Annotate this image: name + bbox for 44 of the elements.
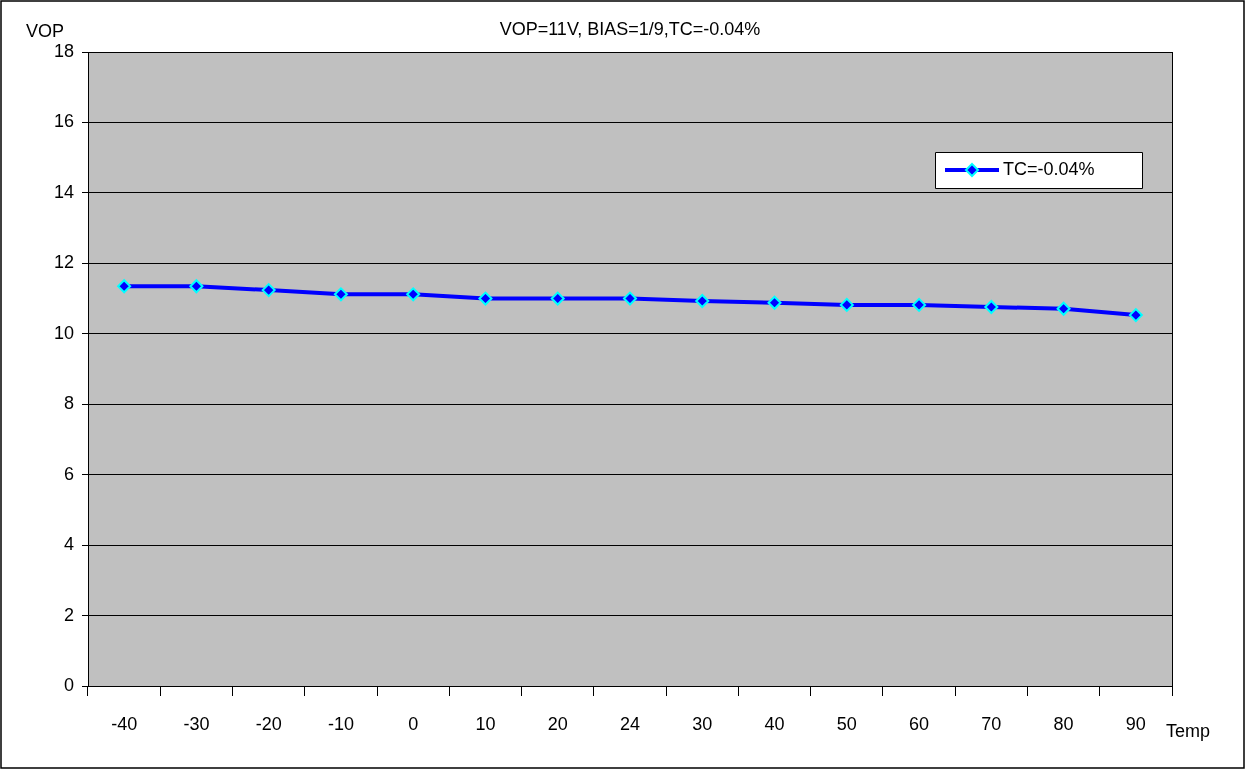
x-tick-label: 0 xyxy=(408,713,419,734)
y-tick-label: 14 xyxy=(53,181,74,202)
point xyxy=(1128,308,1143,323)
point xyxy=(623,291,637,306)
x-tick-label: 30 xyxy=(692,713,713,734)
y-tick-label: 10 xyxy=(53,322,74,343)
y-tick-label: 18 xyxy=(53,40,74,61)
x-tick-label: 90 xyxy=(1125,713,1146,734)
point xyxy=(1056,301,1071,316)
y-axis-title: VOP xyxy=(26,20,65,41)
point xyxy=(550,291,565,306)
y-tick-label: 2 xyxy=(63,604,74,625)
x-tick-label: 24 xyxy=(619,713,641,734)
y-tick-label: 0 xyxy=(63,674,74,695)
x-axis-title: Temp xyxy=(1166,720,1211,741)
y-tick-label: 8 xyxy=(63,393,74,414)
point xyxy=(912,297,927,312)
y-tick-label: 12 xyxy=(53,252,74,273)
x-tick-label: 70 xyxy=(981,713,1002,734)
point xyxy=(189,279,204,294)
legend-label: TC=-0.04% xyxy=(1003,158,1095,179)
point xyxy=(406,287,421,302)
x-tick-label: -30 xyxy=(183,713,210,734)
y-tick-label: 4 xyxy=(63,534,74,555)
x-tick-label: 10 xyxy=(475,713,496,734)
chart-title: VOP=11V, BIAS=1/9,TC=-0.04% xyxy=(499,18,761,39)
y-tick-label: 16 xyxy=(53,111,74,132)
x-tick-label: -20 xyxy=(255,713,282,734)
x-tick-label: 20 xyxy=(547,713,568,734)
x-tick-label: 40 xyxy=(764,713,785,734)
point xyxy=(261,283,276,298)
point xyxy=(984,300,999,315)
point xyxy=(839,297,854,312)
x-tick-label: -40 xyxy=(111,713,138,734)
x-tick-label: -10 xyxy=(327,713,354,734)
x-tick-label: 60 xyxy=(909,713,930,734)
y-tick-label: 6 xyxy=(63,463,74,484)
point xyxy=(117,279,132,294)
x-tick-label: 50 xyxy=(836,713,857,734)
point xyxy=(478,291,493,306)
point xyxy=(695,294,710,309)
x-tick-label: 80 xyxy=(1053,713,1074,734)
point xyxy=(767,295,782,310)
point xyxy=(333,287,348,302)
